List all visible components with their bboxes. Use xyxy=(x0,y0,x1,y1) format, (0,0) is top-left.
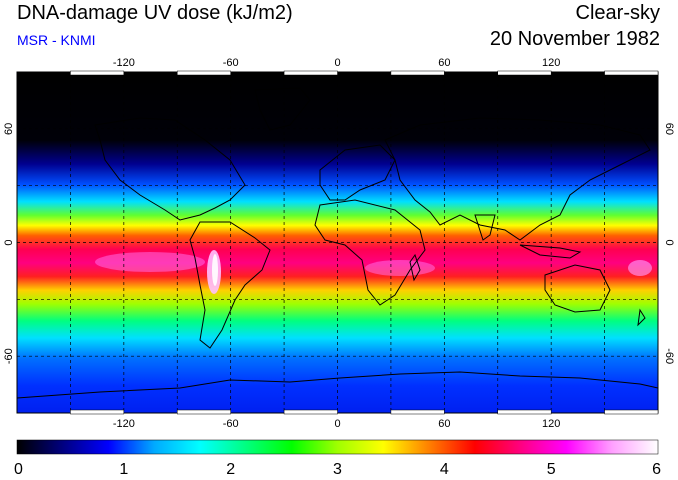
graticule xyxy=(17,72,658,413)
colorbar-label: 1 xyxy=(119,461,128,478)
lon-tick-top: 0 xyxy=(334,57,340,69)
axis-tick-labels: -120 -120 -60 -60 0 0 60 60 120 120 60 0 -60 60 0 -60 xyxy=(3,57,675,430)
map-border-bars xyxy=(70,70,659,415)
colorbar-label: 5 xyxy=(547,461,556,478)
border-bar-top xyxy=(177,70,231,76)
colorbar-label: 2 xyxy=(226,461,235,478)
lat-tick-left: 60 xyxy=(3,123,15,135)
lat-tick-right: 0 xyxy=(663,239,675,245)
lon-tick-top: -60 xyxy=(223,57,239,69)
colorbar-label: 0 xyxy=(14,461,23,478)
lat-tick-left: 0 xyxy=(3,239,15,245)
border-bar-top xyxy=(604,70,659,76)
lon-tick-bottom: 0 xyxy=(334,418,340,430)
border-bar-bottom xyxy=(604,409,659,415)
colorbar-gradient xyxy=(16,439,659,455)
date-label: 20 November 1982 xyxy=(489,28,660,50)
colorbar-label: 4 xyxy=(440,461,449,478)
border-bar-bottom xyxy=(497,409,552,415)
border-bar-top xyxy=(390,70,445,76)
border-bar-bottom xyxy=(283,409,338,415)
high-dose-patch xyxy=(628,260,652,276)
lon-tick-bottom: -60 xyxy=(223,418,239,430)
lon-tick-top: 60 xyxy=(438,57,450,69)
colorbar-label: 3 xyxy=(333,461,342,478)
border-bar-bottom xyxy=(70,409,125,415)
lat-tick-right: 60 xyxy=(663,123,675,135)
lat-tick-left: -60 xyxy=(3,348,15,364)
colorbar-labels: 0 1 2 3 4 5 6 xyxy=(14,461,661,478)
source-label: MSR - KNMI xyxy=(17,32,96,48)
border-bar-bottom xyxy=(177,409,231,415)
andes-high-dose-core xyxy=(212,254,218,286)
coastlines xyxy=(17,87,658,399)
lon-tick-top: 120 xyxy=(542,57,560,69)
border-bar-bottom xyxy=(390,409,445,415)
border-bar-top xyxy=(283,70,338,76)
map-title: DNA-damage UV dose (kJ/m2) xyxy=(17,2,293,24)
lon-tick-bottom: 120 xyxy=(542,418,560,430)
lat-tick-right: -60 xyxy=(663,348,675,364)
border-bar-top xyxy=(497,70,552,76)
colorbar-label: 6 xyxy=(652,461,661,478)
lon-tick-top: -120 xyxy=(113,57,135,69)
sky-condition-label: Clear-sky xyxy=(575,2,660,24)
lon-tick-bottom: 60 xyxy=(438,418,450,430)
lon-tick-bottom: -120 xyxy=(113,418,135,430)
border-bar-top xyxy=(70,70,125,76)
